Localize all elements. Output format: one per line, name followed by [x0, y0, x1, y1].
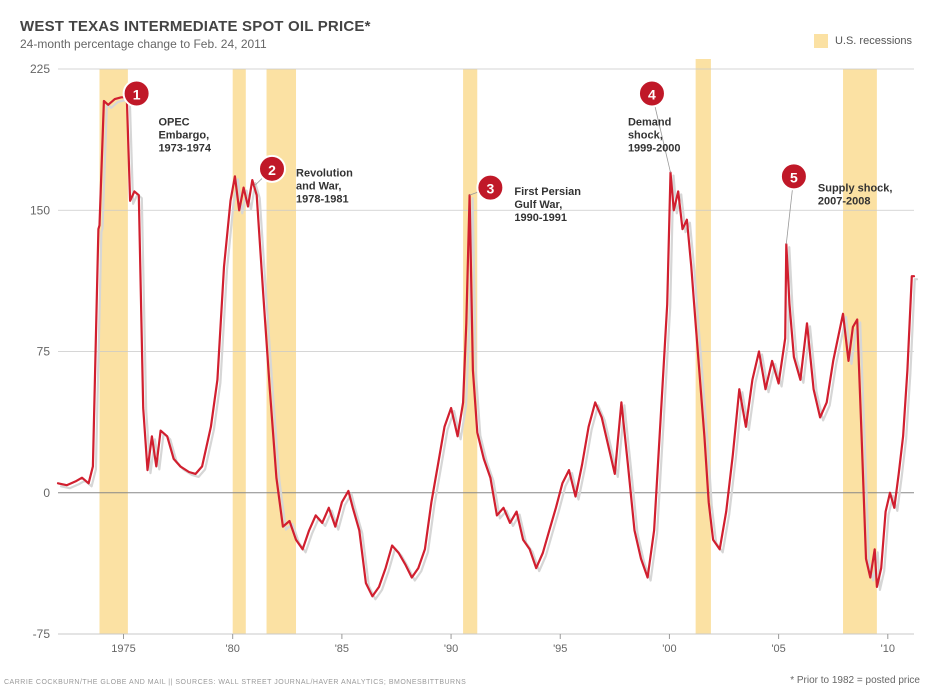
credit-line: CARRIE COCKBURN/THE GLOBE AND MAIL || SO… [4, 679, 466, 686]
annotation-sub: 2007-2008 [818, 195, 871, 207]
x-tick-label: '10 [881, 643, 895, 655]
annotation-sub: 1973-1974 [158, 143, 211, 155]
legend: U.S. recessions [814, 34, 912, 48]
chart-title: WEST TEXAS INTERMEDIATE SPOT OIL PRICE* [20, 18, 920, 35]
annotation-label: Supply shock, [818, 182, 893, 194]
annotation-number: 3 [486, 181, 494, 197]
annotation-sub: shock, [628, 130, 663, 142]
x-tick-label: 1975 [111, 643, 135, 655]
x-tick-label: '00 [662, 643, 676, 655]
annotation-sub: 1999-2000 [628, 143, 681, 155]
annotation-sub: Embargo, [158, 130, 209, 142]
annotation-label: OPEC [158, 117, 189, 129]
annotation-number: 1 [133, 86, 141, 102]
annotation-number: 4 [648, 86, 656, 102]
annotation-label: Revolution [296, 167, 353, 179]
chart-svg: -75 0 75 150 225 1975 '80 '85 '90 '95 '00 '05 '10 1 OP… [20, 59, 920, 664]
y-tick-label: 75 [37, 345, 51, 359]
y-tick-label: -75 [33, 627, 51, 641]
annotation-sub: Gulf War, [514, 199, 562, 211]
legend-label: U.S. recessions [835, 35, 912, 47]
annotation-sub: 1990-1991 [514, 212, 567, 224]
chart-container: WEST TEXAS INTERMEDIATE SPOT OIL PRICE* … [0, 0, 940, 690]
chart-plot: -75 0 75 150 225 1975 '80 '85 '90 '95 '00 '05 '10 1 OP… [20, 59, 920, 664]
footnote: * Prior to 1982 = posted price [790, 675, 920, 686]
x-tick-label: '05 [771, 643, 785, 655]
x-tick-label: '95 [553, 643, 567, 655]
chart-subtitle: 24-month percentage change to Feb. 24, 2… [20, 37, 920, 51]
annotation-label: Demand [628, 117, 671, 129]
legend-swatch [814, 34, 828, 48]
annotation-sub: 1978-1981 [296, 193, 349, 205]
x-tick-label: '80 [226, 643, 240, 655]
x-tick-label: '85 [335, 643, 349, 655]
y-tick-label: 150 [30, 203, 50, 217]
annotation-number: 2 [268, 162, 276, 178]
annotation-label: First Persian [514, 186, 581, 198]
x-tick-label: '90 [444, 643, 458, 655]
y-tick-label: 225 [30, 62, 50, 76]
annotation-sub: and War, [296, 180, 341, 192]
annotation-number: 5 [790, 169, 798, 185]
y-tick-label: 0 [43, 486, 50, 500]
